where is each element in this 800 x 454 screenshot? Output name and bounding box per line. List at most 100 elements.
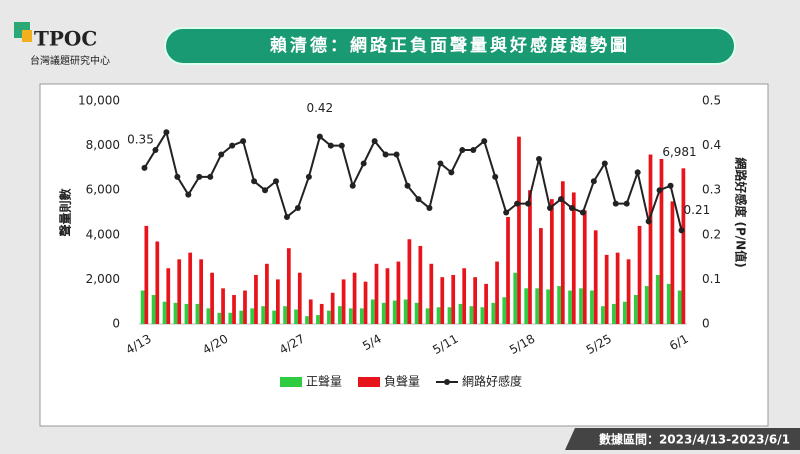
bar [265, 263, 269, 324]
logo: TPOC [34, 27, 97, 51]
y2-tick-label: 0.3 [702, 183, 721, 197]
bar [177, 259, 182, 324]
data-label: 0.21 [684, 203, 711, 217]
line-marker [623, 200, 630, 207]
bar [327, 310, 331, 324]
bar [615, 252, 620, 324]
line-marker [448, 169, 455, 176]
y-tick-label: 6,000 [86, 183, 120, 197]
bar [210, 272, 214, 324]
line-marker [470, 147, 477, 154]
chart: 0 2,000 4,000 6,000 8,000 10,000 0 0.1 0.2 0.3 0.4… [58, 94, 749, 389]
line-marker [579, 209, 586, 216]
bar [462, 268, 467, 324]
bar [436, 307, 441, 324]
line-marker [557, 196, 564, 203]
bar [447, 307, 452, 324]
y-tick-label: 10,000 [78, 94, 120, 108]
bar [250, 308, 255, 324]
line-marker [283, 213, 290, 220]
bar [188, 252, 193, 324]
bar [681, 168, 686, 324]
bar [162, 301, 167, 324]
bar [626, 259, 631, 324]
bar [582, 210, 587, 324]
bar [261, 306, 266, 324]
y2-tick-label: 0.4 [702, 138, 721, 152]
bar [308, 299, 313, 324]
bar [440, 277, 445, 324]
bar [392, 300, 397, 324]
line-marker [229, 142, 236, 149]
line-marker [404, 182, 411, 189]
footer-band [565, 428, 800, 450]
bar [374, 263, 379, 324]
bar [254, 274, 258, 324]
bar [414, 302, 419, 324]
bar [272, 310, 276, 324]
bar [546, 289, 550, 324]
bar [407, 239, 412, 324]
bar [633, 295, 638, 324]
line-marker [207, 173, 214, 180]
bar [425, 308, 430, 324]
bar [469, 306, 474, 324]
bar [239, 310, 244, 324]
legend-label: 網路好感度 [462, 374, 522, 389]
line-marker [305, 173, 312, 180]
data-label: 6,981 [662, 145, 696, 159]
bar [495, 261, 499, 324]
line-marker [459, 147, 466, 154]
bar [330, 292, 335, 324]
bar [648, 154, 653, 324]
bar [458, 303, 463, 324]
bar [612, 303, 616, 324]
line-marker [415, 196, 422, 203]
bar [166, 268, 171, 324]
line-marker [503, 209, 510, 216]
bar [571, 192, 576, 324]
bar [144, 225, 149, 324]
bar [677, 290, 682, 324]
bar [560, 181, 565, 324]
line-marker [218, 151, 225, 158]
bar [199, 259, 204, 324]
y-tick-label: 8,000 [86, 138, 120, 152]
bar [155, 241, 160, 324]
line-marker [360, 160, 367, 167]
bar [579, 288, 583, 324]
bar [528, 190, 532, 324]
y-tick-label: 4,000 [86, 227, 120, 241]
y2-tick-label: 0 [702, 317, 710, 331]
line-marker [612, 200, 619, 207]
y2-axis-title: 網路好感度 (P/N值) [734, 157, 749, 267]
line-marker [568, 205, 575, 212]
line-marker [645, 218, 652, 225]
bar [348, 308, 353, 324]
bar [502, 297, 507, 324]
bar [140, 290, 145, 324]
bar [659, 158, 664, 324]
line-marker [174, 173, 181, 180]
footer: 數據區間：2023/4/13-2023/6/1 [599, 432, 790, 447]
bar [535, 288, 540, 324]
line-marker [590, 178, 597, 185]
line-marker [240, 138, 247, 145]
bar [601, 306, 605, 324]
bar [184, 303, 189, 324]
bar [666, 283, 671, 324]
bar [363, 281, 368, 324]
line-marker [481, 138, 488, 145]
bar [590, 290, 594, 324]
data-label: 0.42 [306, 101, 333, 115]
line-marker [382, 151, 389, 158]
bar [429, 263, 434, 324]
legend-label: 負聲量 [384, 374, 420, 389]
bar [539, 228, 543, 324]
line-marker [667, 182, 674, 189]
line-marker [371, 138, 378, 145]
bar [316, 315, 320, 324]
line-marker [141, 164, 148, 171]
line-marker [316, 133, 323, 140]
line-marker [185, 191, 192, 198]
